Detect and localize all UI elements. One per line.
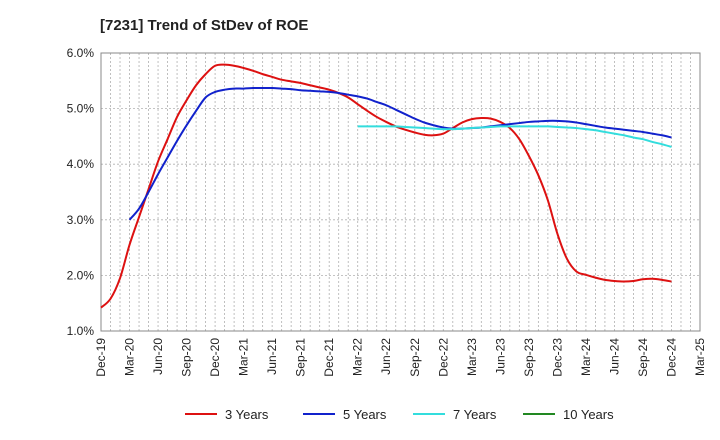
- x-tick-label: Mar-25: [693, 338, 707, 376]
- x-tick-label: Jun-20: [151, 338, 165, 375]
- x-tick-label: Mar-24: [579, 338, 593, 376]
- x-tick-label: Mar-21: [237, 338, 251, 376]
- legend-label-3-years: 3 Years: [225, 407, 269, 422]
- x-tick-label: Dec-23: [550, 338, 564, 377]
- legend-label-7-years: 7 Years: [453, 407, 497, 422]
- y-tick-label: 1.0%: [67, 324, 95, 338]
- x-tick-label: Dec-24: [664, 338, 678, 377]
- y-tick-label: 2.0%: [67, 268, 95, 282]
- series-line-3-years: [100, 63, 672, 309]
- grid: [100, 52, 701, 332]
- x-tick-label: Jun-21: [265, 338, 279, 375]
- x-tick-label: Dec-22: [436, 338, 450, 377]
- legend: 3 Years 5 Years 7 Years 10 Years: [185, 407, 614, 422]
- x-tick-label: Sep-20: [180, 338, 194, 377]
- y-tick-label: 4.0%: [67, 157, 95, 171]
- x-tick-label: Mar-23: [465, 338, 479, 376]
- x-tick-label: Sep-23: [522, 338, 536, 377]
- x-tick-label: Sep-24: [636, 338, 650, 377]
- legend-label-5-years: 5 Years: [343, 407, 387, 422]
- x-tick-label: Jun-22: [379, 338, 393, 375]
- x-tick-label: Mar-22: [351, 338, 365, 376]
- y-tick-label: 3.0%: [67, 213, 95, 227]
- chart-title: [7231] Trend of StDev of ROE: [100, 17, 308, 34]
- axes: 1.0% 2.0% 3.0% 4.0% 5.0% 6.0% Dec-19 Mar-20 Jun-…: [67, 46, 707, 377]
- x-tick-label: Mar-20: [123, 338, 137, 376]
- series-line-5-years: [128, 86, 672, 221]
- y-tick-label: 5.0%: [67, 102, 95, 116]
- y-tick-label: 6.0%: [67, 46, 95, 60]
- x-tick-label: Jun-24: [607, 338, 621, 375]
- x-tick-label: Jun-23: [493, 338, 507, 375]
- x-tick-label: Dec-19: [94, 338, 108, 377]
- legend-label-10-years: 10 Years: [563, 407, 614, 422]
- series-lines: [100, 63, 672, 309]
- plot-area: [101, 53, 700, 331]
- x-tick-label: Dec-21: [322, 338, 336, 377]
- x-tick-label: Sep-22: [408, 338, 422, 377]
- plot-border: [100, 52, 701, 332]
- x-tick-label: Sep-21: [294, 338, 308, 377]
- series-line-7-years: [357, 125, 672, 148]
- x-tick-label: Dec-20: [208, 338, 222, 377]
